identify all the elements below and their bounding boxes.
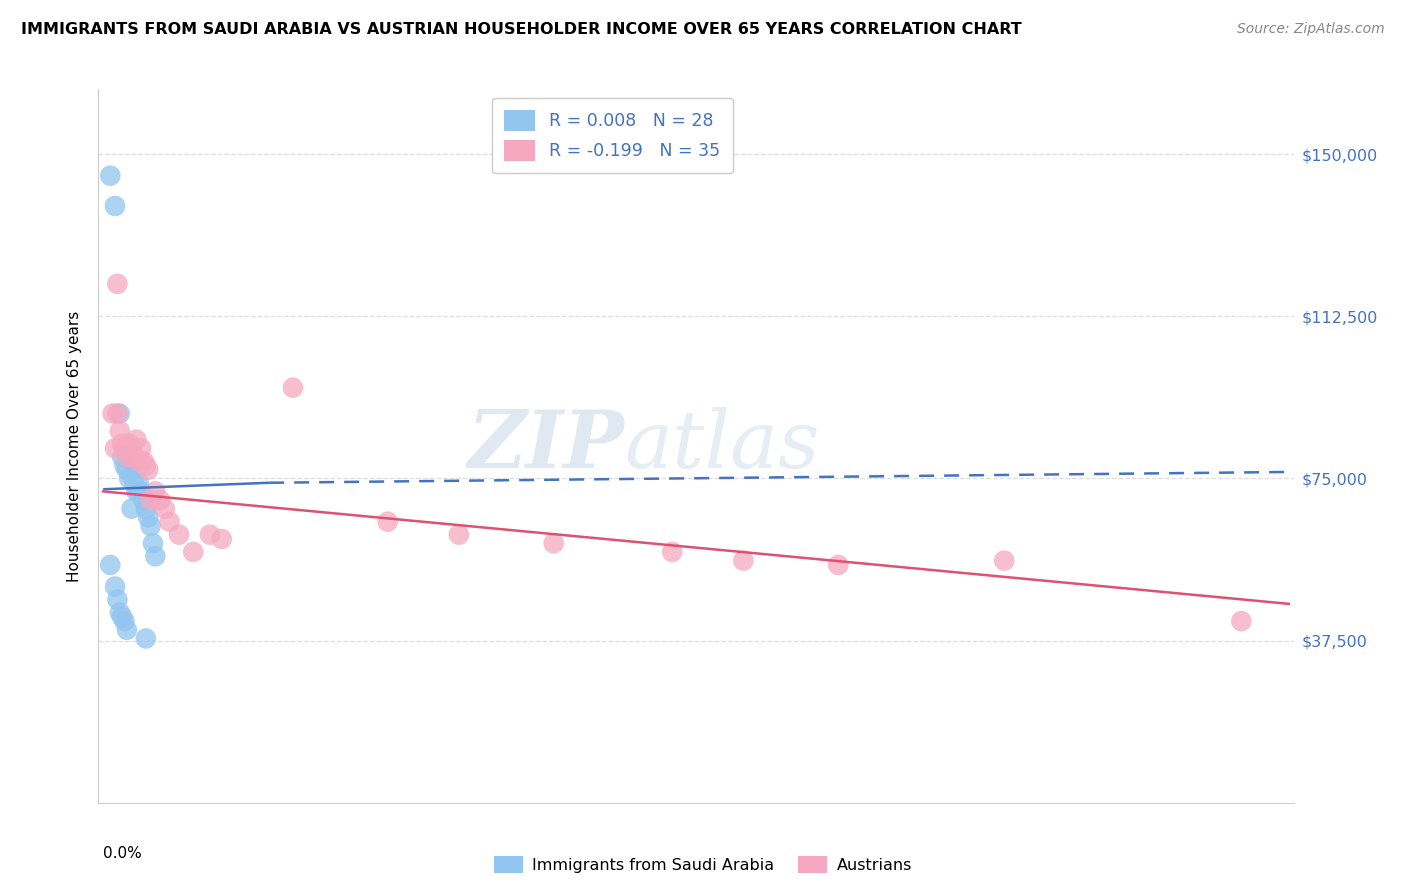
Point: [993, 553, 1015, 567]
Point: [543, 536, 565, 550]
Y-axis label: Householder Income Over 65 years: Householder Income Over 65 years: [67, 310, 83, 582]
Point: [125, 433, 148, 447]
Point: [159, 515, 181, 529]
Point: [108, 606, 131, 620]
Point: [108, 407, 131, 421]
Point: [104, 199, 127, 213]
Point: [143, 549, 166, 564]
Legend: R = 0.008   N = 28, R = -0.199   N = 35: R = 0.008 N = 28, R = -0.199 N = 35: [492, 98, 733, 173]
Point: [211, 532, 233, 546]
Point: [115, 623, 138, 637]
Point: [181, 545, 204, 559]
Point: [98, 558, 121, 572]
Point: [136, 463, 159, 477]
Text: IMMIGRANTS FROM SAUDI ARABIA VS AUSTRIAN HOUSEHOLDER INCOME OVER 65 YEARS CORREL: IMMIGRANTS FROM SAUDI ARABIA VS AUSTRIAN…: [21, 22, 1022, 37]
Point: [104, 441, 127, 455]
Point: [128, 484, 150, 499]
Point: [121, 441, 143, 455]
Point: [281, 381, 304, 395]
Point: [118, 471, 141, 485]
Point: [135, 501, 157, 516]
Point: [198, 527, 221, 541]
Point: [121, 501, 143, 516]
Point: [115, 450, 138, 464]
Point: [153, 501, 176, 516]
Point: [118, 437, 141, 451]
Text: 0.0%: 0.0%: [103, 846, 142, 861]
Point: [136, 510, 159, 524]
Text: ZIP: ZIP: [467, 408, 624, 484]
Point: [139, 493, 162, 508]
Point: [447, 527, 470, 541]
Point: [129, 484, 152, 499]
Point: [167, 527, 190, 541]
Point: [121, 467, 143, 482]
Point: [105, 592, 128, 607]
Point: [142, 536, 165, 550]
Point: [661, 545, 683, 559]
Legend: Immigrants from Saudi Arabia, Austrians: Immigrants from Saudi Arabia, Austrians: [488, 849, 918, 880]
Point: [111, 610, 134, 624]
Point: [115, 463, 138, 477]
Point: [129, 441, 152, 455]
Text: atlas: atlas: [624, 408, 820, 484]
Point: [733, 553, 755, 567]
Point: [122, 475, 145, 490]
Point: [128, 454, 150, 468]
Point: [143, 484, 166, 499]
Point: [128, 475, 150, 490]
Point: [827, 558, 849, 572]
Text: Source: ZipAtlas.com: Source: ZipAtlas.com: [1237, 22, 1385, 37]
Point: [132, 454, 155, 468]
Point: [135, 458, 157, 473]
Point: [105, 277, 128, 291]
Point: [104, 580, 127, 594]
Point: [101, 407, 124, 421]
Point: [98, 169, 121, 183]
Point: [105, 407, 128, 421]
Point: [111, 437, 134, 451]
Point: [122, 450, 145, 464]
Point: [377, 515, 399, 529]
Point: [114, 614, 136, 628]
Point: [114, 441, 136, 455]
Point: [135, 632, 157, 646]
Point: [125, 484, 148, 499]
Point: [111, 450, 134, 464]
Point: [114, 458, 136, 473]
Point: [149, 493, 172, 508]
Point: [1230, 614, 1253, 628]
Point: [132, 493, 155, 508]
Point: [139, 519, 162, 533]
Point: [108, 424, 131, 438]
